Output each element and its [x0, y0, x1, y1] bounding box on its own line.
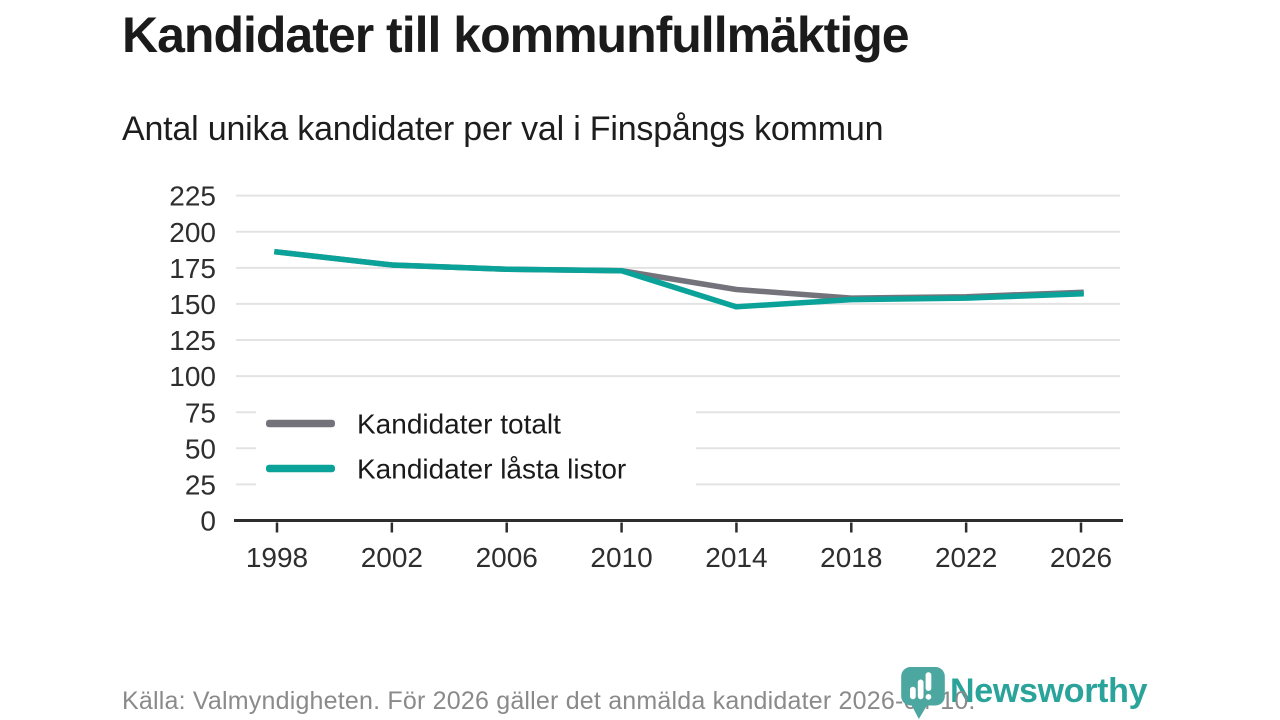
y-tick-label: 175 [169, 253, 216, 284]
y-tick-label: 125 [169, 325, 216, 356]
y-tick-label: 100 [169, 361, 216, 392]
x-tick-label: 2018 [820, 542, 882, 573]
y-tick-label: 25 [185, 469, 216, 500]
legend-swatch [266, 464, 335, 473]
newsworthy-wordmark: Newsworthy [950, 672, 1148, 710]
line-series [273, 248, 1084, 310]
y-tick-label: 150 [169, 289, 216, 320]
y-tick-label: 225 [169, 181, 216, 212]
x-tick-label: 2022 [935, 542, 997, 573]
source-note: Källa: Valmyndigheten. För 2026 gäller d… [122, 687, 976, 715]
newsworthy-icon [901, 667, 945, 719]
x-tick-label: 2006 [476, 542, 538, 573]
x-tick-label: 1998 [246, 542, 308, 573]
y-tick-label: 50 [185, 433, 216, 464]
y-tick-label: 75 [185, 397, 216, 428]
logo-barchart-glyph [910, 672, 932, 700]
y-tick-label: 0 [200, 506, 216, 537]
x-tick-label: 2026 [1050, 542, 1112, 573]
legend-box [256, 400, 696, 498]
x-tick-label: 2014 [705, 542, 767, 573]
legend-label: Kandidater totalt [357, 409, 561, 440]
legend-swatch [266, 419, 335, 428]
chart-subtitle: Antal unika kandidater per val i Finspån… [122, 110, 884, 148]
legend-label: Kandidater låsta listor [357, 454, 626, 485]
x-tick-label: 2002 [361, 542, 423, 573]
x-tick-label: 2010 [590, 542, 652, 573]
chart-title: Kandidater till kommunfullmäktige [122, 7, 910, 63]
y-tick-label: 200 [169, 217, 216, 248]
